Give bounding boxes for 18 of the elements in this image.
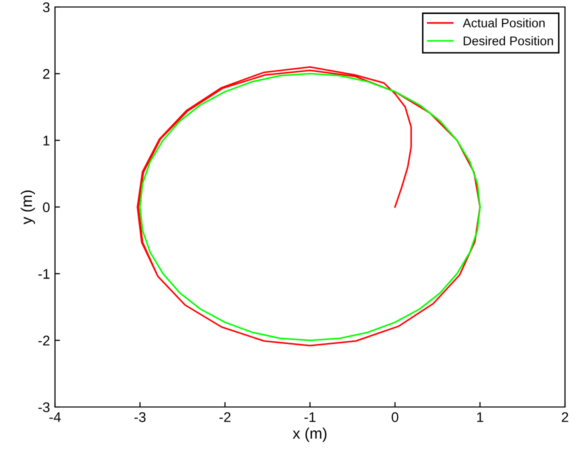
x-tick-label: -1 [304, 412, 316, 422]
x-tick-label: 0 [392, 412, 398, 422]
y-tick-label: -2 [38, 336, 50, 346]
y-tick-label: 3 [42, 2, 50, 12]
x-tick-label: 1 [477, 412, 484, 422]
x-tick-label: -2 [219, 412, 230, 422]
y-tick-label: -3 [38, 402, 50, 412]
y-axis-title: y (m) [20, 190, 36, 224]
x-tick-label: 2 [562, 412, 568, 422]
legend-label: Actual Position [462, 18, 545, 28]
y-tick-label: -1 [38, 269, 50, 279]
y-tick-label: 1 [43, 136, 50, 146]
legend-label: Desired Position [464, 36, 553, 46]
x-tick-label: -3 [134, 412, 146, 422]
x-axis-title: x (m) [292, 428, 326, 442]
y-tick-label: 2 [43, 69, 50, 79]
x-tick-label: -4 [49, 412, 61, 422]
y-tick-label: 0 [42, 202, 50, 212]
